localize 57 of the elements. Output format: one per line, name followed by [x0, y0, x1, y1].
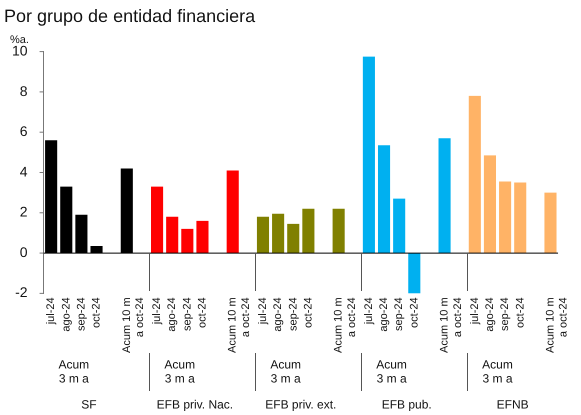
- x-tick-label: sep-24: [75, 297, 88, 332]
- bar: [393, 198, 406, 254]
- y-tick-label: -2: [15, 284, 28, 300]
- bar: [484, 155, 496, 254]
- text: EFB priv. ext.: [265, 397, 336, 412]
- x-tick-label: ago-24: [60, 297, 72, 332]
- x-tick-label: jul-24: [45, 297, 58, 326]
- bar: [378, 145, 390, 254]
- bar: [181, 228, 194, 254]
- bar: [544, 192, 557, 254]
- x-tick-label: sep-24: [181, 297, 194, 332]
- x-tick-label: sep-24: [393, 297, 406, 332]
- x-tick-label: oct-24: [90, 297, 103, 328]
- x-tick-label: jul-24: [257, 297, 270, 326]
- bar: [514, 182, 526, 254]
- x-tick-label: oct-24: [196, 297, 208, 328]
- bar: [196, 220, 209, 254]
- y-tick-label: 2: [20, 204, 28, 220]
- bar: [408, 253, 420, 294]
- text: Acum 3 m a: [270, 357, 302, 386]
- x-tick-label: jul-24: [151, 297, 164, 326]
- y-tick-label: 4: [20, 163, 28, 180]
- y-tick-label: 0: [20, 244, 28, 260]
- text: EFNB: [496, 397, 529, 412]
- bar: [362, 56, 375, 254]
- text: EFB pub.: [382, 397, 432, 412]
- x-tick-label: jul-24: [362, 297, 375, 326]
- y-tick-label: 6: [20, 123, 28, 140]
- bar: [256, 216, 270, 254]
- bar: [438, 138, 451, 254]
- bar: [151, 186, 164, 254]
- text: Acum 3 m a: [376, 357, 407, 386]
- y-tick-label: 8: [20, 82, 28, 99]
- text: Acum 3 m a: [482, 357, 513, 386]
- bar: [272, 214, 284, 254]
- x-tick-label: ago-24: [484, 297, 496, 332]
- bar: [287, 224, 300, 254]
- x-tick-label: ago-24: [378, 297, 390, 332]
- bar: [468, 96, 481, 254]
- x-tick-label: oct-24: [514, 297, 526, 328]
- text: SF: [81, 397, 97, 412]
- bar: [332, 208, 345, 254]
- x-tick-label: sep-24: [287, 297, 300, 332]
- x-tick-label: oct-24: [408, 297, 420, 328]
- x-tick-label: jul-24: [468, 297, 481, 326]
- bar: [499, 182, 512, 254]
- bar: [226, 170, 239, 254]
- chart-title: Por grupo de entidad financiera: [4, 6, 256, 26]
- bar: [166, 216, 178, 254]
- text: EFB priv. Nac.: [156, 397, 234, 412]
- text: Acum 3 m a: [164, 357, 196, 386]
- x-tick-label: ago-24: [272, 297, 284, 332]
- text: Acum 3 m a: [58, 357, 90, 386]
- x-tick-label: ago-24: [166, 297, 178, 332]
- x-tick-label: oct-24: [302, 297, 314, 328]
- x-tick-label: sep-24: [499, 297, 512, 332]
- bar: [302, 208, 314, 254]
